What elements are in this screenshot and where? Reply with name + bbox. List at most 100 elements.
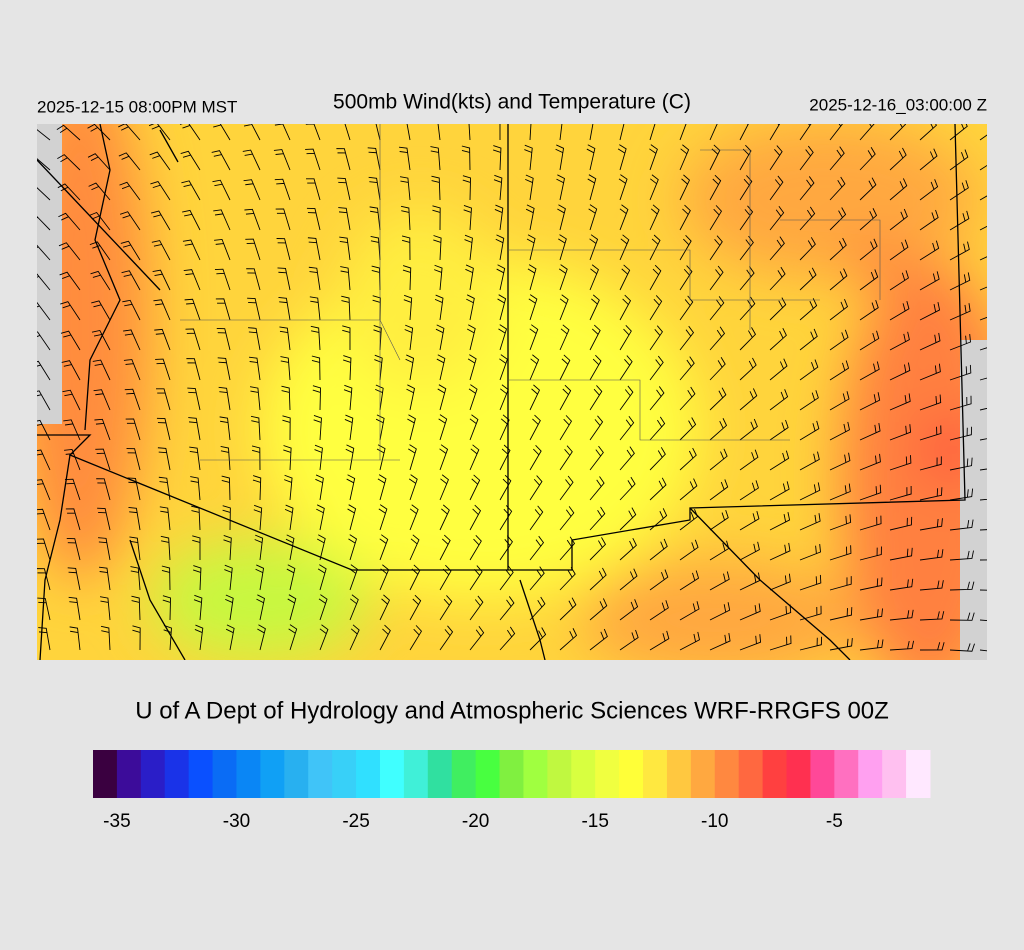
wind-barb (257, 624, 266, 651)
colorbar-swatch (140, 750, 166, 798)
wind-barb (278, 296, 291, 321)
wind-barb (407, 414, 416, 441)
wind-barb (649, 204, 660, 231)
wind-barb (799, 636, 823, 651)
wind-barb (526, 234, 536, 261)
wind-barb (528, 294, 538, 321)
wind-barb (559, 324, 570, 351)
wind-barb (619, 204, 629, 231)
wind-barb (919, 209, 939, 231)
wind-barb (37, 360, 51, 381)
wind-barb (649, 600, 669, 621)
wind-barb (525, 204, 535, 231)
wind-barb (557, 204, 566, 231)
wind-barb (285, 534, 295, 561)
wind-barb (919, 580, 944, 591)
wind-barb (37, 129, 51, 141)
wind-barb (469, 535, 482, 561)
wind-barb (889, 609, 914, 621)
wind-barb (739, 205, 754, 231)
wind-barb (679, 204, 691, 231)
wind-barb (649, 477, 667, 501)
wind-barb (829, 329, 849, 351)
wind-barb (769, 358, 788, 381)
wind-barb (160, 535, 171, 561)
wind-barb (949, 210, 970, 231)
wind-barb (979, 286, 987, 291)
wind-barb (37, 419, 51, 441)
wind-barb (494, 204, 504, 231)
wind-barb (249, 386, 261, 411)
wind-barb (368, 176, 381, 201)
wind-barb (679, 295, 694, 321)
wind-barb (709, 387, 727, 411)
colorbar-swatch (643, 750, 668, 798)
wind-barb (251, 445, 261, 471)
wind-barb (709, 479, 729, 501)
wind-barb (60, 330, 81, 351)
wind-barb (254, 534, 264, 561)
wind-barb (829, 299, 849, 321)
wind-barb (919, 487, 943, 501)
wind-barb (281, 385, 291, 411)
colorbar-swatch (762, 750, 788, 798)
wind-barb (376, 444, 386, 471)
wind-barb (649, 174, 659, 201)
wind-barb (306, 207, 321, 231)
wind-barb (63, 419, 81, 441)
wind-barb (949, 581, 975, 591)
wind-barb (194, 624, 204, 651)
wind-barb (400, 205, 411, 231)
map-title: 500mb Wind(kts) and Temperature (C) (333, 91, 691, 114)
colorbar-swatch (475, 750, 501, 798)
wind-barb (769, 419, 789, 441)
wind-barb (769, 175, 784, 201)
wind-barb (309, 296, 321, 321)
wind-barb (524, 144, 533, 171)
wind-barb (499, 414, 510, 441)
wind-barb (37, 390, 51, 411)
wind-barb (649, 264, 662, 291)
colorbar-tick-label: -30 (223, 811, 250, 832)
wind-barb (466, 324, 476, 351)
wind-barb (339, 236, 351, 261)
wind-barb (589, 415, 604, 441)
wind-barb (377, 474, 387, 501)
wind-barb (499, 444, 511, 471)
wind-barb (379, 534, 389, 561)
wind-barb (709, 632, 731, 651)
wind-barb (409, 625, 423, 651)
wind-barb (64, 449, 81, 471)
wind-barb (679, 417, 697, 441)
wind-barb (919, 148, 938, 171)
wind-barb (403, 294, 413, 321)
wind-barb (214, 239, 231, 261)
wind-barb (649, 630, 670, 651)
wind-barb (558, 264, 568, 291)
valid-time-utc: 2025-12-16_03:00:00 Z (809, 95, 987, 114)
wind-barb (529, 596, 546, 621)
wind-barb (37, 538, 51, 561)
wind-barb (799, 206, 816, 231)
wind-barb (409, 504, 419, 531)
wind-barb (467, 354, 477, 381)
wind-barb (739, 603, 761, 621)
colorbar-tick-label: -15 (581, 811, 608, 832)
wind-barb (859, 177, 877, 201)
wind-barb (799, 359, 819, 381)
wind-barb (799, 267, 817, 291)
wind-barb (979, 256, 987, 261)
wind-barb (90, 270, 111, 291)
wind-barb (405, 354, 415, 381)
wind-barb (336, 148, 351, 171)
wind-barb (919, 518, 943, 531)
wind-barb (37, 331, 51, 351)
wind-barb (131, 595, 141, 621)
wind-barb (799, 176, 815, 201)
wind-barb (399, 176, 411, 201)
wind-barb (370, 236, 381, 261)
wind-barb (679, 124, 687, 141)
wind-barb (245, 238, 261, 261)
wind-barb (67, 567, 81, 591)
wind-barb (525, 174, 534, 201)
